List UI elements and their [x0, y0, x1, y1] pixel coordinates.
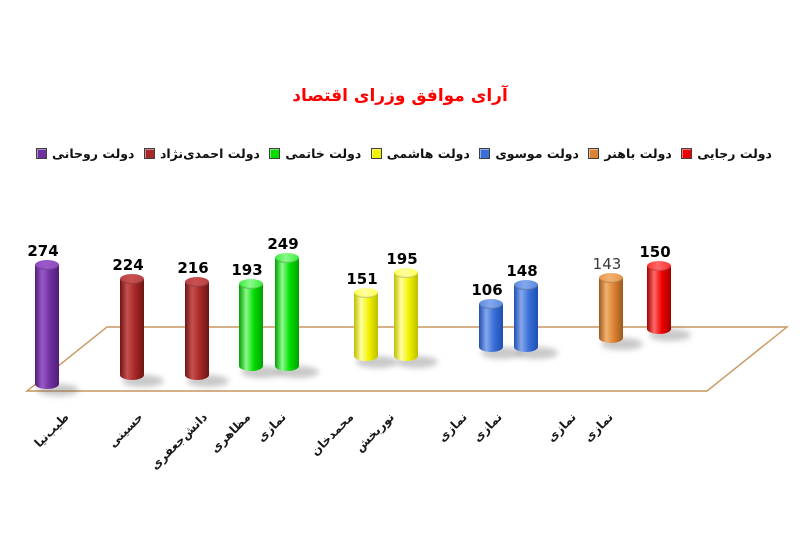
legend-item-rajai: دولت رجایی [681, 146, 772, 161]
bar-value-label: 193 [231, 260, 263, 279]
bar-cylinder-5 [275, 252, 299, 371]
bar-cylinder-2 [120, 273, 144, 380]
page-title: آرای موافق وزرای اقتصاد [292, 86, 508, 106]
legend-item-rouhani: دولت روحانی [36, 146, 134, 161]
bar-cylinder-1 [35, 260, 59, 389]
legend-item-hashemi: دولت هاشمی [370, 145, 470, 161]
legend-color-swatch [269, 147, 281, 159]
bar-value-label: 216 [177, 258, 209, 277]
bar-cylinder-top [647, 260, 671, 271]
bar-cylinder-3 [185, 276, 209, 380]
legend-item-label: دولت روحانی [52, 145, 135, 161]
bar-cylinder-top [394, 268, 418, 279]
bar-value-label: 106 [471, 281, 503, 300]
legend-item-label: دولت هاشمی [386, 145, 470, 161]
bar-cylinder-top [599, 273, 623, 284]
bar-value-label: 274 [27, 242, 59, 260]
bar-cylinder-top [120, 273, 144, 284]
bar-cylinder-top [479, 299, 503, 310]
bar-cylinder-6 [354, 288, 378, 362]
legend-item-mousavi: دولت موسوی [479, 146, 579, 161]
legend-item-bahonar: دولت باهنر [588, 145, 672, 161]
bar-value-label: 148 [506, 262, 538, 281]
legend-item-label: دولت رجایی [697, 145, 772, 161]
legend-color-swatch [479, 147, 491, 159]
legend-item-label: دولت احمدی‌نژاد [159, 145, 260, 161]
bar-value-label: 143 [592, 255, 622, 274]
bar-cylinder-4 [239, 278, 263, 371]
bar-cylinder-top [275, 252, 299, 263]
bar-value-label: 224 [112, 255, 144, 274]
bar-cylinder-10 [599, 273, 623, 344]
bar-cylinder-top [35, 260, 59, 270]
legend: دولت روحانی دولت احمدی‌نژاد دولت خاتمی دولت… [36, 143, 772, 163]
legend-color-swatch [681, 147, 693, 159]
legend-item-ahmadinejad: دولت احمدی‌نژاد [143, 145, 260, 161]
bar-cylinder-7 [394, 268, 418, 362]
bar-cylinder-top [239, 278, 263, 289]
bar-cylinder-8 [479, 299, 503, 353]
bar-cylinder-11 [647, 260, 671, 334]
legend-color-swatch [370, 147, 382, 159]
bar-cylinder-9 [514, 280, 538, 353]
bar-value-label: 151 [346, 270, 378, 289]
legend-item-label: دولت موسوی [495, 145, 579, 161]
legend-color-swatch [588, 147, 600, 159]
legend-item-label: دولت خاتمی [285, 145, 362, 161]
bar-value-label: 249 [267, 234, 299, 253]
bar-cylinder-top [354, 288, 378, 299]
legend-color-swatch [36, 147, 47, 159]
bar-value-label: 195 [386, 250, 418, 269]
legend-item-khatami: دولت خاتمی [269, 146, 361, 161]
bar-cylinder-top [185, 276, 209, 287]
legend-color-swatch [143, 147, 155, 159]
bar-value-label: 150 [639, 242, 671, 261]
bar-cylinder-top [514, 280, 538, 291]
legend-item-label: دولت باهنر [604, 145, 672, 161]
